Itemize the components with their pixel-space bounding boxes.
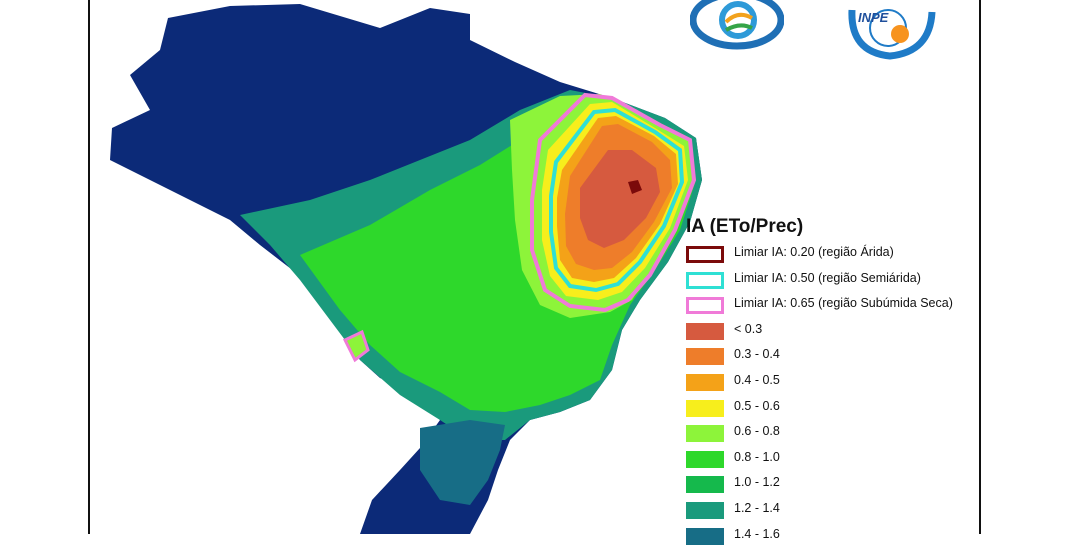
legend-swatch (686, 297, 724, 315)
legend-row-class-4: 0.6 - 0.8 (686, 421, 1066, 447)
legend-label: 0.3 - 0.4 (734, 347, 780, 362)
legend-row-threshold-2: Limiar IA: 0.65 (região Subúmida Seca) (686, 293, 1066, 319)
legend-row-class-0: < 0.3 (686, 319, 1066, 345)
legend-row-class-2: 0.4 - 0.5 (686, 370, 1066, 396)
legend-swatch (686, 501, 724, 519)
legend-label: 0.6 - 0.8 (734, 424, 780, 439)
inpe-logo-text: INPE (858, 10, 889, 25)
legend-row-threshold-0: Limiar IA: 0.20 (região Árida) (686, 242, 1066, 268)
legend-row-class-1: 0.3 - 0.4 (686, 344, 1066, 370)
legend-swatch (686, 271, 724, 289)
legend-label: Limiar IA: 0.20 (região Árida) (734, 245, 894, 259)
legend-label: 1.2 - 1.4 (734, 500, 780, 515)
right-frame-line (979, 0, 981, 534)
legend-swatch (686, 322, 724, 340)
legend-title: IA (ETo/Prec) (686, 216, 804, 237)
legend-row-class-5: 0.8 - 1.0 (686, 447, 1066, 473)
legend-swatch (686, 348, 724, 366)
legend-swatch (686, 425, 724, 443)
left-frame-line (88, 0, 90, 534)
legend-swatch (686, 373, 724, 391)
legend-swatch (686, 399, 724, 417)
arid-core (628, 180, 642, 194)
brazil-aridity-map (110, 4, 702, 534)
legend-row-class-8: 1.4 - 1.6 (686, 524, 1066, 549)
legend-swatch (686, 246, 724, 263)
region-subhumid-dry-contour (530, 92, 697, 313)
region-west-contour (342, 329, 370, 363)
legend-row-threshold-1: Limiar IA: 0.50 (região Semiárida) (686, 268, 1066, 294)
legend-swatch (686, 527, 724, 545)
legend-label: 0.8 - 1.0 (734, 449, 780, 464)
region-semiarid-contour (549, 107, 685, 293)
legend-label: 0.4 - 0.5 (734, 372, 780, 387)
legend-row-class-7: 1.2 - 1.4 (686, 498, 1066, 524)
legend-row-class-3: 0.5 - 0.6 (686, 396, 1066, 422)
map-legend: IA (ETo/Prec) Limiar IA: 0.20 (região Ár… (686, 212, 1066, 549)
legend-label: 1.0 - 1.2 (734, 475, 780, 490)
legend-label: 0.5 - 0.6 (734, 398, 780, 413)
legend-swatch (686, 450, 724, 468)
legend-label: < 0.3 (734, 321, 763, 336)
region-south-humid (420, 420, 505, 505)
legend-swatch (686, 476, 724, 494)
inpe-logo: INPE (848, 9, 936, 60)
legend-label: Limiar IA: 0.50 (região Semiárida) (734, 270, 921, 285)
legend-row-class-6: 1.0 - 1.2 (686, 472, 1066, 498)
cemaden-logo (690, 0, 784, 50)
region-driest (580, 150, 660, 248)
legend-label: Limiar IA: 0.65 (região Subúmida Seca) (734, 296, 953, 311)
